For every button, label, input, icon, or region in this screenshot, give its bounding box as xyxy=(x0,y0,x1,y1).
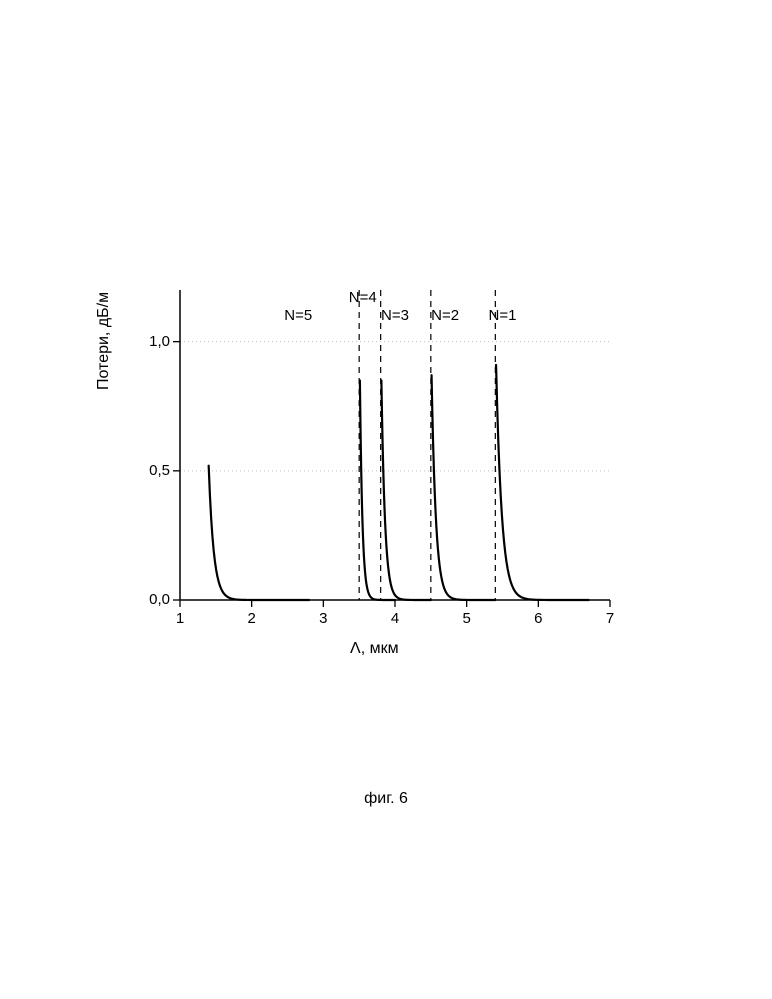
x-axis-label: Λ, мкм xyxy=(350,640,399,658)
y-tick-label: 0,0 xyxy=(140,591,170,608)
loss-chart xyxy=(130,250,630,670)
y-tick-label: 1,0 xyxy=(140,333,170,350)
series-n-label: N=2 xyxy=(431,307,459,324)
x-tick-label: 4 xyxy=(385,610,405,627)
y-axis-label: Потери, дБ/м xyxy=(95,292,113,390)
x-tick-label: 3 xyxy=(313,610,333,627)
series-n-label: N=4 xyxy=(349,289,377,306)
x-tick-label: 5 xyxy=(457,610,477,627)
series-n-label: N=3 xyxy=(381,307,409,324)
series-n-label: N=1 xyxy=(489,307,517,324)
chart-svg xyxy=(130,250,630,670)
x-tick-label: 6 xyxy=(528,610,548,627)
x-tick-label: 7 xyxy=(600,610,620,627)
x-tick-label: 1 xyxy=(170,610,190,627)
y-tick-label: 0,5 xyxy=(140,462,170,479)
x-tick-label: 2 xyxy=(242,610,262,627)
figure-caption: фиг. 6 xyxy=(0,790,772,808)
series-n-label: N=5 xyxy=(284,307,312,324)
